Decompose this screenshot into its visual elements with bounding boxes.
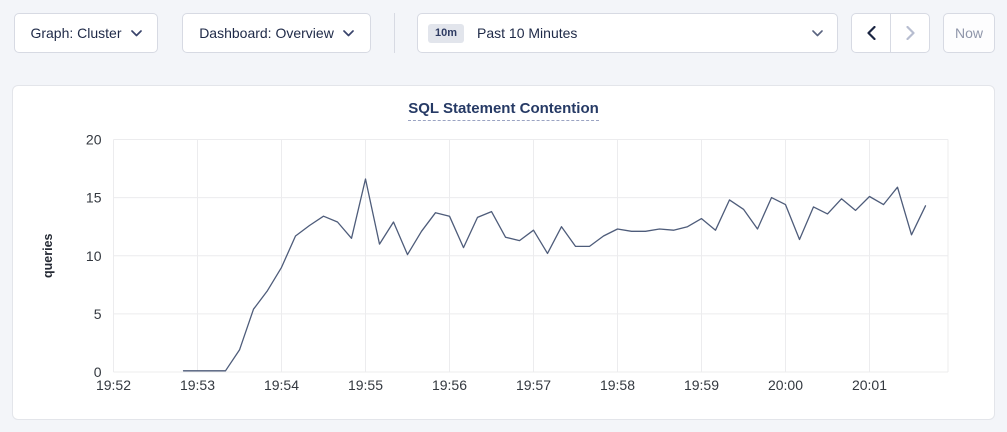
series-line-queries [182,178,927,372]
chevron-right-icon [905,26,915,40]
sql-contention-chart[interactable]: 0 5 10 15 20 19:52 19:53 19:54 19:55 19:56 19:57 19… [13,86,996,421]
axis-tick-label: 20 [86,132,102,148]
chevron-down-icon [342,29,354,36]
chevron-left-icon [866,26,876,40]
axis-tick-label: 19:52 [96,377,131,393]
graph-dropdown-label: Graph: Cluster [30,25,122,41]
time-range-badge: 10m [428,23,465,43]
chart-title[interactable]: SQL Statement Contention [408,100,599,121]
axis-tick-label: 15 [86,190,102,206]
axis-tick-label: 20:00 [768,377,803,393]
time-range-label: Past 10 Minutes [477,25,578,41]
axis-tick-label: 19:56 [432,377,467,393]
now-button-label: Now [954,25,983,41]
now-button[interactable]: Now [943,13,995,53]
time-next-button[interactable] [891,14,929,52]
chevron-down-icon [812,29,823,37]
axis-tick-label: 19:57 [516,377,551,393]
toolbar-divider [394,13,395,53]
axis-tick-label: 19:59 [684,377,719,393]
axis-tick-label: 19:58 [600,377,635,393]
chevron-down-icon [130,29,142,36]
graph-dropdown[interactable]: Graph: Cluster [14,13,158,53]
axis-tick-label: 5 [94,306,102,322]
axis-tick-label: 10 [86,248,102,264]
time-prev-button[interactable] [852,14,891,52]
axis-tick-label: 19:54 [264,377,299,393]
dashboard-dropdown-label: Dashboard: Overview [199,25,334,41]
time-range-dropdown[interactable]: 10m Past 10 Minutes [417,13,838,53]
time-window-nav [851,13,930,53]
dashboard-dropdown[interactable]: Dashboard: Overview [182,13,371,53]
axis-tick-label: 19:53 [180,377,215,393]
chart-panel: SQL Statement Contention 0 5 10 15 20 19:52 19… [12,85,995,420]
axis-tick-label: queries [41,233,55,278]
axis-tick-label: 19:55 [348,377,383,393]
toolbar: Graph: Cluster Dashboard: Overview 10m P… [0,0,1007,70]
axis-tick-label: 20:01 [852,377,887,393]
chart-title-row: SQL Statement Contention [13,100,994,121]
axis-tick-label: 0 [94,364,102,380]
